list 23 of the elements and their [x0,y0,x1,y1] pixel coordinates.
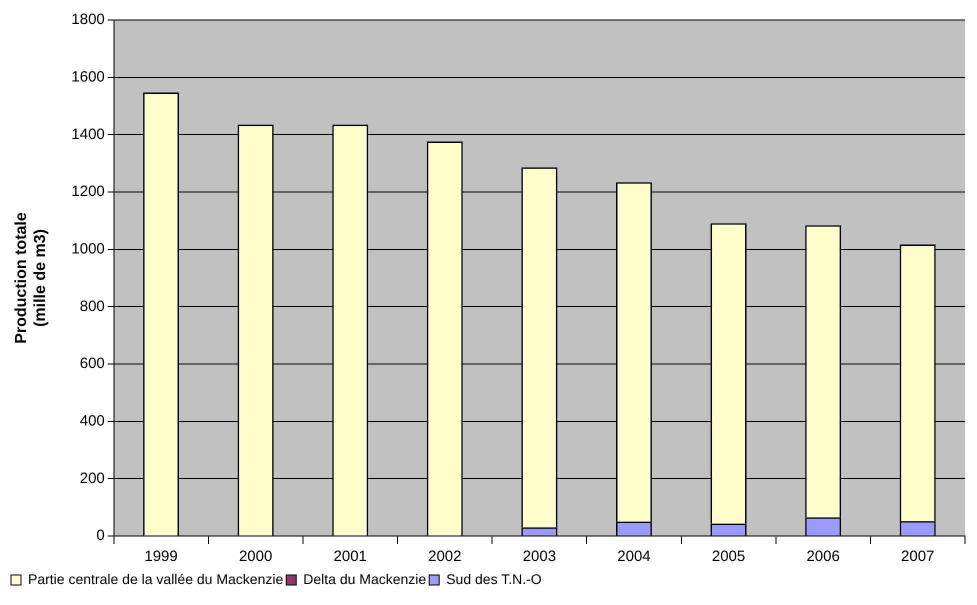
y-tick-label: 1400 [71,126,105,143]
y-tick-label: 600 [80,355,105,372]
x-tick-label: 2004 [617,548,651,566]
x-tick-label: 1999 [144,548,178,566]
x-tick-label: 2002 [428,548,462,566]
y-tick-label: 400 [80,412,105,430]
y-tick-label: 200 [80,470,105,487]
y-tick-label: 800 [80,298,105,315]
y-tick-label: 1000 [71,240,105,258]
x-tick-label: 2006 [806,548,840,566]
x-tick-label: 2001 [334,548,367,566]
legend-label: Delta du Mackenzie [303,570,426,587]
legend-label: Partie centrale de la vallée du Mackenzie [28,570,284,587]
legend-label: Sud des T.N.-O [446,570,542,587]
y-tick-label: 1600 [71,68,105,86]
y-axis-title: Production totale (mille de m3) [13,212,50,344]
y-tick-label: 1200 [71,183,105,200]
x-tick-label: 2003 [522,548,556,566]
y-tick-label: 0 [96,527,105,544]
x-tick-label: 2000 [238,548,272,566]
y-tick-label: 1800 [71,11,105,28]
x-tick-label: 2007 [901,548,934,566]
x-tick-label: 2005 [712,548,746,566]
